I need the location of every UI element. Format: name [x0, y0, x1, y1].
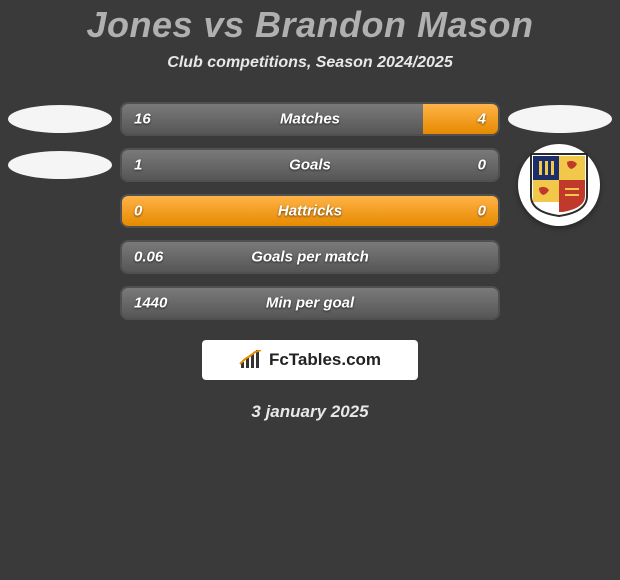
stat-label: Min per goal	[266, 295, 354, 312]
date-label: 3 january 2025	[0, 402, 620, 422]
stat-row: 16 4 Matches	[0, 102, 620, 136]
player-ellipse-right	[508, 105, 612, 133]
club-crest	[518, 144, 600, 226]
stat-value-left: 0.06	[134, 249, 163, 266]
stat-bar: 1 0 Goals	[120, 148, 500, 182]
stat-row: 1440 Min per goal	[0, 286, 620, 320]
stat-value-left: 1440	[134, 295, 167, 312]
stat-value-right: 0	[478, 203, 486, 220]
stat-bar: 1440 Min per goal	[120, 286, 500, 320]
left-slot	[0, 151, 120, 179]
right-slot	[500, 105, 620, 133]
stat-value-left: 0	[134, 203, 142, 220]
stat-label: Goals per match	[251, 249, 369, 266]
source-badge: FcTables.com	[202, 340, 418, 380]
bar-chart-icon	[239, 350, 265, 370]
stat-bar: 16 4 Matches	[120, 102, 500, 136]
stat-row: 0.06 Goals per match	[0, 240, 620, 274]
left-slot	[0, 105, 120, 133]
stat-value-right: 0	[478, 157, 486, 174]
player-ellipse-left	[8, 105, 112, 133]
page-title: Jones vs Brandon Mason	[0, 4, 620, 46]
stat-value-left: 1	[134, 157, 142, 174]
player-ellipse-left	[8, 151, 112, 179]
stat-bar: 0 0 Hattricks	[120, 194, 500, 228]
stat-bar: 0.06 Goals per match	[120, 240, 500, 274]
source-label: FcTables.com	[269, 350, 381, 370]
comparison-infographic: Jones vs Brandon Mason Club competitions…	[0, 0, 620, 422]
bar-left-fill	[122, 104, 423, 134]
stat-value-right: 4	[478, 111, 486, 128]
stat-label: Hattricks	[278, 203, 342, 220]
stats-rows: 16 4 Matches 1 0 Goals 0 0 Hattricks 0.06 Goals pe…	[0, 102, 620, 320]
subtitle: Club competitions, Season 2024/2025	[0, 54, 620, 72]
stat-label: Goals	[289, 157, 331, 174]
stat-value-left: 16	[134, 111, 151, 128]
bar-right-fill	[423, 104, 498, 134]
stat-label: Matches	[280, 111, 340, 128]
